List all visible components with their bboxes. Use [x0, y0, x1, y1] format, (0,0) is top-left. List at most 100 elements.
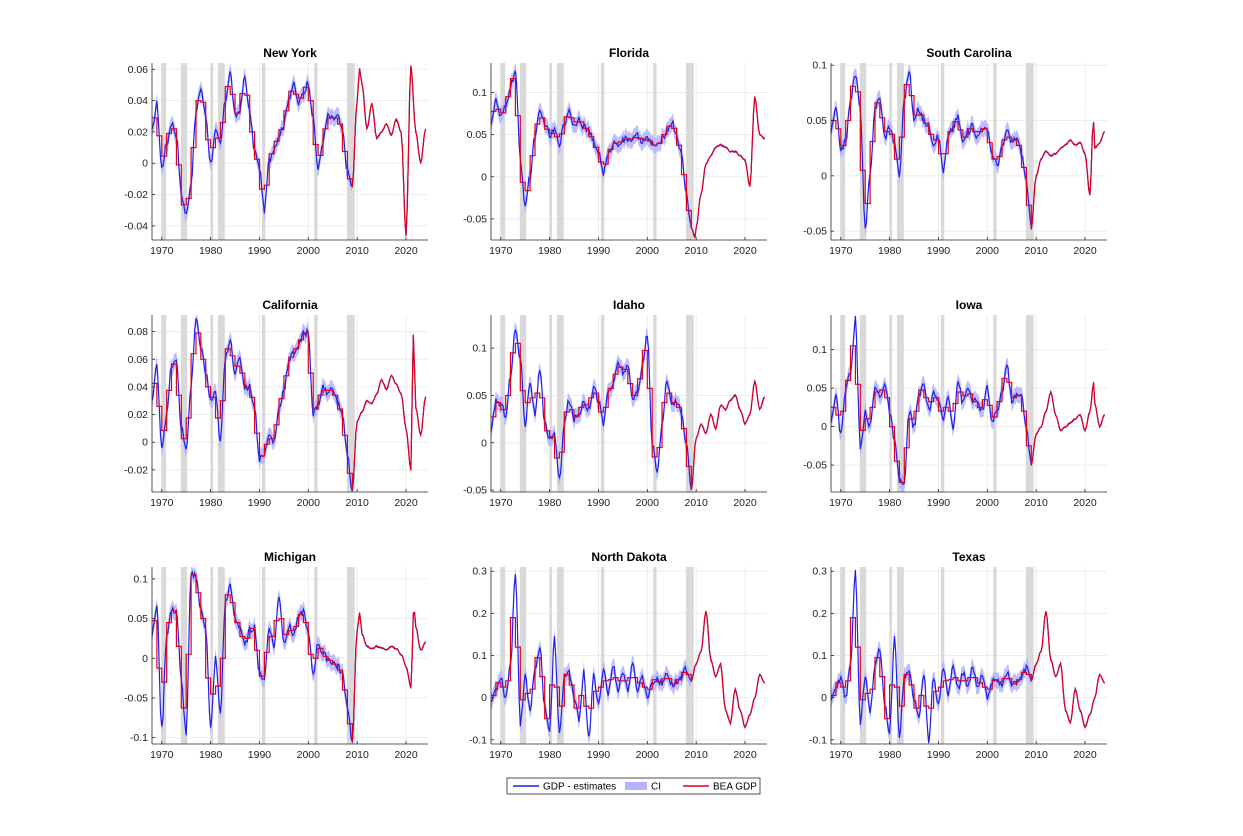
- recession-band: [600, 315, 605, 492]
- x-tick-label: 2000: [636, 749, 660, 761]
- x-tick-label: 2020: [733, 749, 757, 761]
- y-tick-label: 0.04: [128, 95, 149, 107]
- x-tick-label: 2010: [1024, 245, 1048, 257]
- y-tick-label: 0.05: [807, 383, 828, 395]
- recession-band: [859, 63, 867, 240]
- x-tick-label: 1980: [878, 749, 902, 761]
- x-tick-label: 1990: [927, 245, 951, 257]
- x-tick-label: 1980: [538, 497, 562, 509]
- x-tick-label: 1980: [538, 245, 562, 257]
- y-tick-label: 0.1: [133, 573, 148, 585]
- recession-band: [210, 63, 214, 240]
- x-tick-label: 1990: [248, 497, 272, 509]
- y-tick-label: 0: [142, 653, 148, 665]
- legend-label: CI: [651, 782, 661, 793]
- recession-band: [161, 63, 167, 240]
- x-tick-label: 1970: [829, 749, 853, 761]
- panel-title: Michigan: [264, 550, 316, 564]
- x-tick-label: 2000: [297, 245, 321, 257]
- plot-area: [831, 315, 1107, 492]
- y-tick-label: 0.3: [472, 566, 487, 578]
- x-tick-label: 2010: [1024, 749, 1048, 761]
- x-tick-label: 2020: [394, 245, 418, 257]
- y-tick-label: 0.1: [812, 650, 827, 662]
- recession-band: [161, 567, 167, 744]
- recession-band: [653, 567, 657, 744]
- legend-label: GDP - estimates: [543, 782, 616, 793]
- series-bea-gdp: [831, 345, 1106, 483]
- x-tick-label: 2020: [394, 749, 418, 761]
- x-tick-label: 1980: [878, 497, 902, 509]
- recession-band: [600, 63, 605, 240]
- x-tick-label: 1970: [489, 749, 513, 761]
- recession-band: [500, 63, 506, 240]
- x-tick-label: 1990: [927, 497, 951, 509]
- y-tick-label: -0.05: [124, 692, 148, 704]
- y-tick-label: 0.1: [472, 343, 487, 355]
- panel-title: New York: [263, 46, 317, 60]
- recession-band: [217, 567, 225, 744]
- x-tick-label: 2010: [684, 749, 708, 761]
- x-tick-label: 1980: [199, 749, 223, 761]
- y-tick-label: -0.02: [124, 189, 148, 201]
- y-tick-label: -0.1: [469, 734, 487, 746]
- recession-band: [217, 63, 225, 240]
- x-tick-label: 1970: [829, 497, 853, 509]
- recession-band: [993, 315, 997, 492]
- recession-band: [859, 315, 867, 492]
- x-tick-label: 2010: [345, 497, 369, 509]
- recession-band: [889, 63, 893, 240]
- recession-band: [346, 63, 355, 240]
- y-tick-label: 0: [821, 692, 827, 704]
- recession-band: [889, 567, 893, 744]
- plot-area: [152, 315, 428, 492]
- x-tick-label: 1990: [248, 245, 272, 257]
- recession-band: [685, 315, 694, 492]
- recession-band: [180, 63, 188, 240]
- recession-band: [653, 315, 657, 492]
- panel-title: North Dakota: [591, 550, 667, 564]
- x-tick-label: 1980: [199, 245, 223, 257]
- recession-band: [685, 63, 694, 240]
- series-bea-gdp: [491, 342, 766, 490]
- y-tick-label: -0.05: [463, 485, 487, 497]
- y-tick-label: 0: [481, 171, 487, 183]
- panel-north-dakota: North Dakota -0.1 0 0.1 0.2 0.3 1970 1980 1990 20…: [469, 550, 767, 761]
- recession-band: [1025, 315, 1034, 492]
- recession-band: [261, 63, 266, 240]
- recession-band: [896, 315, 904, 492]
- recession-band: [685, 567, 694, 744]
- series-bea-gdp: [152, 65, 427, 236]
- recession-band: [840, 567, 846, 744]
- recession-band: [840, 315, 846, 492]
- y-tick-label: 0.1: [812, 60, 827, 72]
- x-tick-label: 2020: [733, 245, 757, 257]
- recession-band: [1025, 63, 1034, 240]
- panel-idaho: Idaho -0.05 0 0.05 0.1 1970 1980 1990 2000 2010 20…: [463, 298, 767, 509]
- y-tick-label: -0.1: [130, 732, 148, 744]
- y-tick-label: 0.1: [812, 344, 827, 356]
- y-tick-label: 0.04: [128, 381, 149, 393]
- legend-label: BEA GDP: [713, 782, 757, 793]
- panel-south-carolina: South Carolina -0.05 0 0.05 0.1 1970 1980 1990 2…: [803, 46, 1107, 257]
- x-tick-label: 1990: [248, 749, 272, 761]
- panel-title: Idaho: [613, 298, 645, 312]
- recession-band: [889, 315, 893, 492]
- y-tick-label: 0.2: [812, 608, 827, 620]
- y-tick-label: 0.02: [128, 126, 149, 138]
- recession-band: [993, 567, 997, 744]
- series-bea-gdp: [152, 574, 426, 742]
- series-bea-gdp: [491, 78, 765, 239]
- legend-swatch-ci: [625, 782, 647, 790]
- recession-band: [346, 567, 355, 744]
- ci-band: [152, 315, 426, 492]
- recession-band: [940, 63, 945, 240]
- panel-title: Iowa: [956, 298, 983, 312]
- x-tick-label: 1980: [878, 245, 902, 257]
- x-tick-label: 2010: [684, 245, 708, 257]
- x-tick-label: 1980: [199, 497, 223, 509]
- x-tick-label: 2020: [733, 497, 757, 509]
- x-tick-label: 2000: [297, 497, 321, 509]
- x-tick-label: 1970: [829, 245, 853, 257]
